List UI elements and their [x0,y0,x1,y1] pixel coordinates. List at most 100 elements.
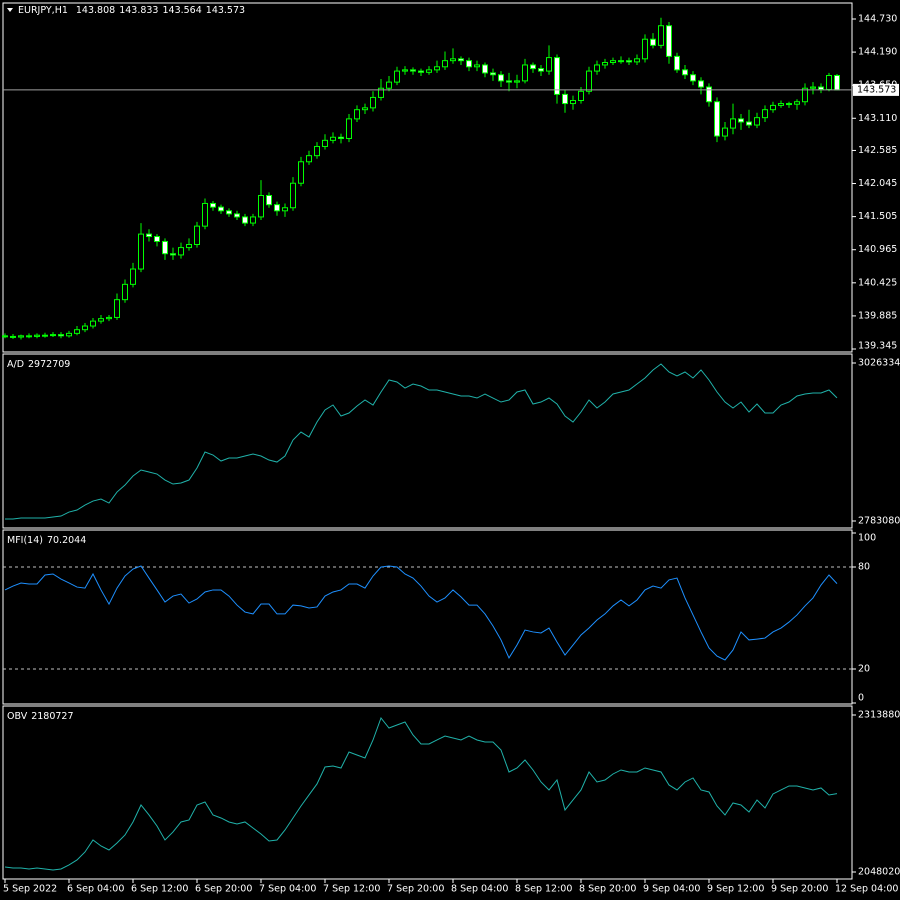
candle-body [610,60,616,64]
candle-body [770,104,776,111]
candle-body [346,118,352,139]
candle-body [274,204,280,212]
candle-body [130,268,136,285]
candle-body [650,38,656,46]
candle-body [386,81,392,89]
candle-body [338,136,344,139]
x-tick-label: 7 Sep 20:00 [387,884,444,895]
x-tick-label: 12 Sep 04:00 [835,884,898,895]
candle-body [42,334,48,337]
x-tick-label: 9 Sep 04:00 [643,884,700,895]
y-tick-label: 3026334 [858,358,900,369]
candle-body [10,335,16,338]
candle-body [786,103,792,106]
candle-body [402,69,408,72]
candle-body [442,60,448,68]
candle-body [562,93,568,105]
candle-body [2,335,8,338]
candle-body [474,64,480,68]
candle-body [170,253,176,256]
candle-body [194,225,200,246]
candle-body [698,80,704,88]
candle-body [394,70,400,83]
candle-body [458,58,464,62]
indicator-value: 2180727 [31,711,73,722]
y-tick-label: 142.585 [858,145,897,156]
indicator-name: A/D [7,359,24,370]
candle-body [202,202,208,227]
y-tick-label: 140.965 [858,244,897,255]
candle-body [58,334,64,337]
candle-body [538,68,544,72]
y-tick-label: 144.730 [858,13,897,24]
candle-body [330,136,336,141]
candle-body [306,155,312,163]
indicator-label: MFI(14) 70.2044 [7,535,86,546]
candle-body [322,139,328,147]
symbol-title: EURJPY,H1 [18,5,68,16]
x-tick-label: 8 Sep 12:00 [515,884,572,895]
candle-body [50,334,56,337]
candle-body [266,194,272,206]
y-tick-label: 142.045 [858,178,897,189]
candle-body [258,194,264,218]
pane-frame [2,529,853,705]
dropdown-arrow[interactable] [7,8,13,12]
candle-body [466,60,472,68]
candle-body [730,118,736,129]
candle-body [738,118,744,123]
price-tag [853,83,899,96]
x-tick-label: 9 Sep 20:00 [771,884,828,895]
candle-body [66,332,72,337]
chart-header: EURJPY,H1 143.808 143.833 143.564 143.573 [18,5,245,16]
x-tick-label: 8 Sep 20:00 [579,884,636,895]
candle-body [826,74,832,90]
x-tick-label: 5 Sep 2022 [3,884,57,895]
x-tick-label: 6 Sep 20:00 [195,884,252,895]
candle-body [90,320,96,327]
candle-body [98,318,104,322]
y-tick-label: 2048020 [858,867,900,878]
candle-body [250,216,256,224]
candle-body [298,161,304,184]
candle-body [578,90,584,101]
candle-body [370,96,376,109]
candle-body [378,87,384,98]
candle-body [114,299,120,318]
candle-body [642,38,648,60]
price-tag-label: 143.573 [857,84,896,95]
candle-body [434,66,440,71]
indicator-line [5,363,838,520]
candle-body [554,57,560,95]
candle-body [570,99,576,105]
candle-body [586,70,592,92]
x-tick-label: 6 Sep 04:00 [67,884,124,895]
candle-body [418,70,424,73]
ohlc-value: 143.808 [76,5,115,16]
y-tick-label: 144.190 [858,47,897,58]
candle-body [210,202,216,208]
candle-body [218,206,224,212]
indicator-value: 2972709 [28,359,70,370]
candle-body [482,64,488,74]
candle-body [74,329,80,334]
ohlc-value: 143.833 [119,5,158,16]
candle-body [818,86,824,90]
x-tick-label: 8 Sep 04:00 [451,884,508,895]
candle-body [810,86,816,89]
candle-body [778,103,784,106]
indicator-name: MFI(14) [7,535,43,546]
y-tick-label: 141.505 [858,211,897,222]
ohlc-value: 143.564 [162,5,201,16]
indicator-label: A/D 2972709 [7,359,70,370]
candle-body [714,101,720,137]
candle-body [530,64,536,70]
candle-body [626,60,632,63]
y-tick-label: 2783080 [858,516,900,527]
candle-body [674,55,680,71]
candle-body [666,25,672,57]
y-tick-label: 100 [858,533,876,544]
candle-body [658,25,664,46]
